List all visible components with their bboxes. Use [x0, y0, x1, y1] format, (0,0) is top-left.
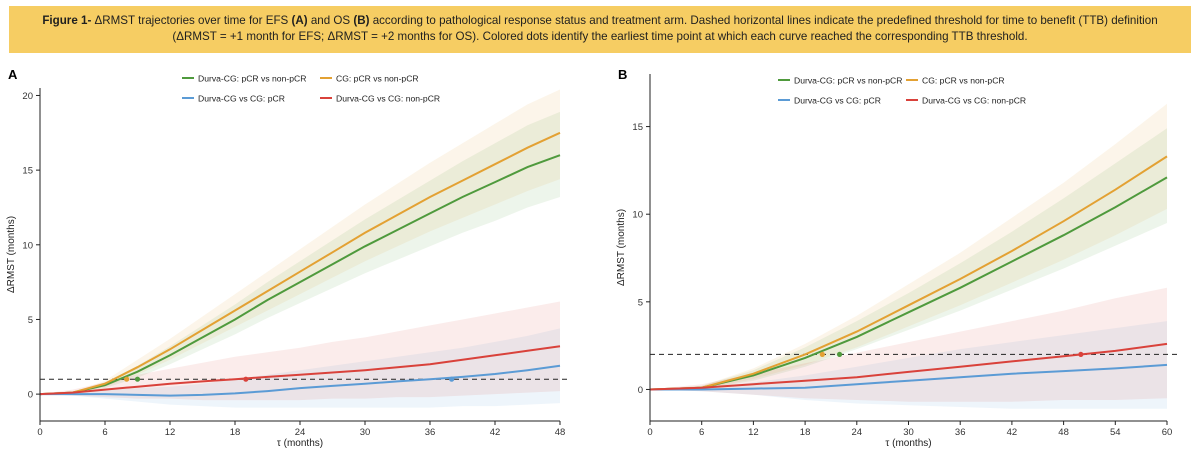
caption-panel-b-ref: (B): [353, 14, 370, 27]
x-axis-label-a: τ (months): [277, 438, 323, 449]
ttb-dot-b-3: [1078, 351, 1084, 358]
panel-b: B 0 6 12 18 24 30 36 42 48 54 60 0 5 10 15 τ (months) ΔRM…: [610, 62, 1200, 449]
y-tick-label-a: 10: [22, 240, 33, 251]
legend-label-b-1: CG: pCR vs non-pCR: [922, 75, 1005, 85]
ci-band-b-0: [650, 128, 1167, 390]
x-tick-label-a: 12: [165, 427, 176, 438]
y-tick-label-a: 0: [28, 390, 33, 401]
panel-label-b: B: [618, 67, 627, 82]
x-tick-label-b: 60: [1162, 427, 1173, 438]
series-line-a-1: [39, 131, 561, 396]
caption-text-2: and OS: [307, 14, 354, 27]
caption-text-1: ΔRMST trajectories over time for EFS: [91, 14, 292, 27]
x-tick-label-a: 24: [295, 427, 306, 438]
y-axis-label-b: ΔRMST (months): [616, 209, 627, 286]
x-tick-label-b: 6: [699, 427, 704, 438]
series-line-b-2: [650, 363, 1168, 391]
ci-band-a-1: [40, 89, 560, 395]
ci-band-b-2: [650, 321, 1167, 409]
chart-efs: A 0 6 12 18 24 30 36 42 48 0 5 10 15 20 τ (months) ΔRMST…: [6, 67, 570, 449]
x-tick-label-b: 48: [1058, 427, 1069, 438]
caption-text-4: (ΔRMST = +1 month for EFS; ΔRMST = +2 mo…: [172, 30, 1028, 43]
series-line-a-3: [39, 345, 561, 396]
x-tick-label-b: 54: [1110, 427, 1121, 438]
series-line-a-0: [39, 154, 561, 396]
ci-band-a-3: [40, 301, 560, 401]
y-tick-label-a: 15: [22, 166, 33, 177]
ttb-dot-b-1: [819, 351, 825, 358]
legend-label-a-0: Durva-CG: pCR vs non-pCR: [198, 73, 306, 83]
chart-os: B 0 6 12 18 24 30 36 42 48 54 60 0 5 10 15 τ (months) ΔRM…: [616, 67, 1177, 449]
legend-label-b-0: Durva-CG: pCR vs non-pCR: [794, 75, 902, 85]
legend-label-a-1: CG: pCR vs non-pCR: [336, 73, 419, 83]
ttb-dot-a-3: [243, 376, 249, 382]
x-tick-label-b: 18: [800, 427, 811, 438]
x-tick-label-b: 36: [955, 427, 966, 438]
caption-panel-a-ref: (A): [291, 14, 308, 27]
ci-band-b-1: [650, 103, 1167, 390]
ci-band-a-2: [40, 328, 560, 408]
x-tick-label-b: 42: [1007, 427, 1018, 438]
legend-label-b-2: Durva-CG vs CG: pCR: [794, 95, 881, 105]
x-tick-label-a: 18: [230, 427, 241, 438]
x-tick-label-a: 30: [360, 427, 371, 438]
ttb-dot-a-0: [134, 376, 141, 382]
x-tick-label-a: 6: [102, 427, 107, 438]
x-axis-label-b: τ (months): [885, 438, 931, 449]
series-line-b-0: [649, 176, 1168, 391]
x-tick-label-b: 12: [748, 427, 759, 438]
panel-a: A 0 6 12 18 24 30 36 42 48 0 5 10 15 20 τ (months) ΔRMST…: [0, 62, 590, 449]
x-tick-label-a: 36: [425, 427, 436, 438]
x-tick-label-b: 0: [647, 427, 652, 438]
y-tick-label-b: 15: [632, 122, 643, 133]
x-tick-label-a: 48: [555, 427, 566, 438]
series-line-b-1: [649, 155, 1168, 391]
caption-figure-label: Figure 1-: [42, 14, 92, 27]
y-tick-label-b: 10: [632, 210, 643, 221]
y-tick-label-a: 5: [28, 315, 33, 326]
panel-label-a: A: [8, 67, 18, 82]
series-line-a-2: [40, 364, 561, 397]
legend-label-b-3: Durva-CG vs CG: non-pCR: [922, 95, 1026, 105]
x-tick-label-b: 30: [903, 427, 914, 438]
legend-label-a-2: Durva-CG vs CG: pCR: [198, 93, 285, 103]
y-tick-label-b: 5: [638, 297, 643, 308]
x-tick-label-b: 24: [852, 427, 863, 438]
ttb-dot-b-0: [836, 351, 843, 358]
ci-band-a-0: [40, 111, 560, 395]
y-tick-label-b: 0: [638, 385, 643, 396]
figure-caption: Figure 1- ΔRMST trajectories over time f…: [9, 6, 1191, 53]
caption-text-3: according to pathological response statu…: [369, 14, 1158, 27]
ttb-dot-a-2: [449, 376, 455, 382]
y-axis-label-a: ΔRMST (months): [6, 216, 17, 293]
y-tick-label-a: 20: [22, 91, 33, 102]
legend-label-a-3: Durva-CG vs CG: non-pCR: [336, 93, 440, 103]
ttb-dot-a-1: [124, 376, 130, 382]
x-tick-label-a: 42: [490, 427, 501, 438]
x-tick-label-a: 0: [37, 427, 42, 438]
